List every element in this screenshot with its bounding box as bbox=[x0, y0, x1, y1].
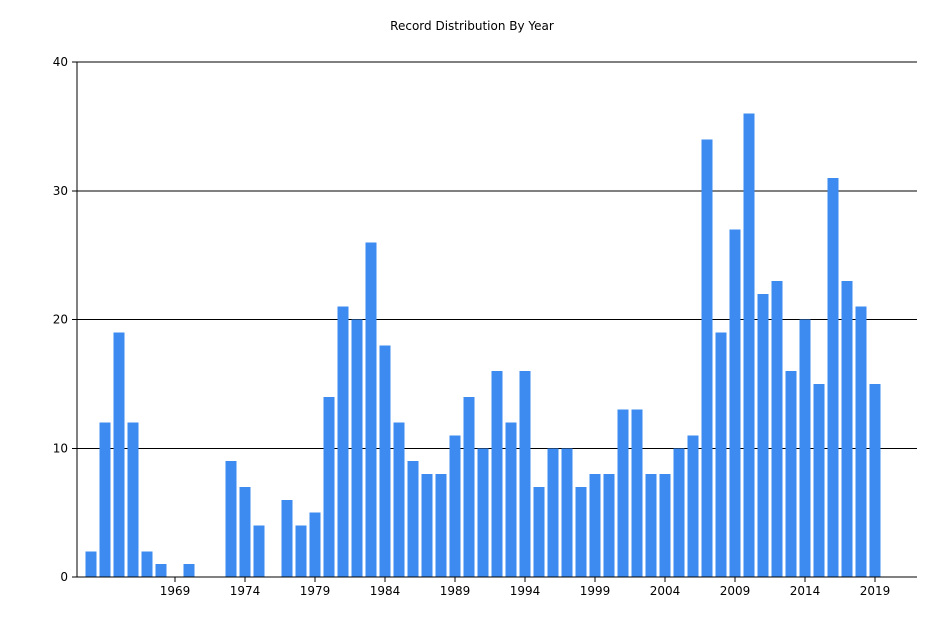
bar bbox=[589, 474, 601, 577]
bar bbox=[519, 371, 531, 577]
bar bbox=[743, 113, 755, 577]
bar bbox=[85, 551, 97, 577]
bar bbox=[533, 486, 545, 577]
bar bbox=[323, 396, 335, 577]
bar bbox=[771, 280, 783, 577]
bar bbox=[155, 564, 167, 577]
bar bbox=[253, 525, 265, 577]
x-tick-label: 1984 bbox=[370, 584, 401, 598]
bar bbox=[309, 512, 321, 577]
bar bbox=[463, 396, 475, 577]
bar bbox=[127, 422, 139, 577]
y-tick-label: 0 bbox=[60, 570, 68, 584]
bar bbox=[239, 486, 251, 577]
y-tick-label: 20 bbox=[53, 313, 68, 327]
bar bbox=[855, 306, 867, 577]
x-tick-label: 1979 bbox=[300, 584, 331, 598]
bar bbox=[827, 177, 839, 577]
bar bbox=[603, 474, 615, 577]
bars bbox=[85, 113, 881, 577]
x-tick-label: 1989 bbox=[440, 584, 471, 598]
bar bbox=[785, 371, 797, 577]
bar bbox=[841, 280, 853, 577]
bar bbox=[99, 422, 111, 577]
bar bbox=[379, 345, 391, 577]
bar bbox=[421, 474, 433, 577]
bar bbox=[673, 448, 685, 577]
bar bbox=[365, 242, 377, 577]
bar bbox=[477, 448, 489, 577]
bar bbox=[225, 461, 237, 577]
y-tick-labels: 0 10 20 30 40 bbox=[53, 55, 77, 584]
x-tick-label: 1994 bbox=[510, 584, 541, 598]
bar bbox=[561, 448, 573, 577]
bar bbox=[393, 422, 405, 577]
bar bbox=[687, 435, 699, 577]
bar bbox=[617, 409, 629, 577]
bar bbox=[281, 499, 293, 577]
x-tick-label: 2009 bbox=[720, 584, 751, 598]
bar bbox=[141, 551, 153, 577]
bar bbox=[505, 422, 517, 577]
bar bbox=[701, 139, 713, 577]
x-tick-labels: 1969 1974 1979 1984 1989 1994 1999 2004 2009 2014… bbox=[160, 577, 891, 598]
bar bbox=[449, 435, 461, 577]
bar bbox=[351, 319, 363, 577]
y-tick-label: 40 bbox=[53, 55, 68, 69]
bar bbox=[729, 229, 741, 577]
bar bbox=[757, 293, 769, 577]
x-tick-label: 1974 bbox=[230, 584, 261, 598]
bar bbox=[631, 409, 643, 577]
x-tick-label: 1999 bbox=[580, 584, 611, 598]
bar bbox=[813, 383, 825, 577]
chart-title: Record Distribution By Year bbox=[390, 19, 554, 33]
bar bbox=[869, 383, 881, 577]
y-tick-label: 30 bbox=[53, 184, 68, 198]
bar bbox=[645, 474, 657, 577]
bar bbox=[337, 306, 349, 577]
bar bbox=[715, 332, 727, 577]
y-tick-label: 10 bbox=[53, 441, 68, 455]
bar bbox=[295, 525, 307, 577]
x-tick-label: 2014 bbox=[790, 584, 821, 598]
bar bbox=[659, 474, 671, 577]
x-tick-label: 2004 bbox=[650, 584, 681, 598]
bar bbox=[113, 332, 125, 577]
bar bbox=[547, 448, 559, 577]
bar bbox=[435, 474, 447, 577]
bar bbox=[491, 371, 503, 577]
bar bbox=[799, 319, 811, 577]
bar bbox=[575, 486, 587, 577]
x-tick-label: 2019 bbox=[860, 584, 891, 598]
bar bbox=[183, 564, 195, 577]
bar bbox=[407, 461, 419, 577]
x-tick-label: 1969 bbox=[160, 584, 191, 598]
